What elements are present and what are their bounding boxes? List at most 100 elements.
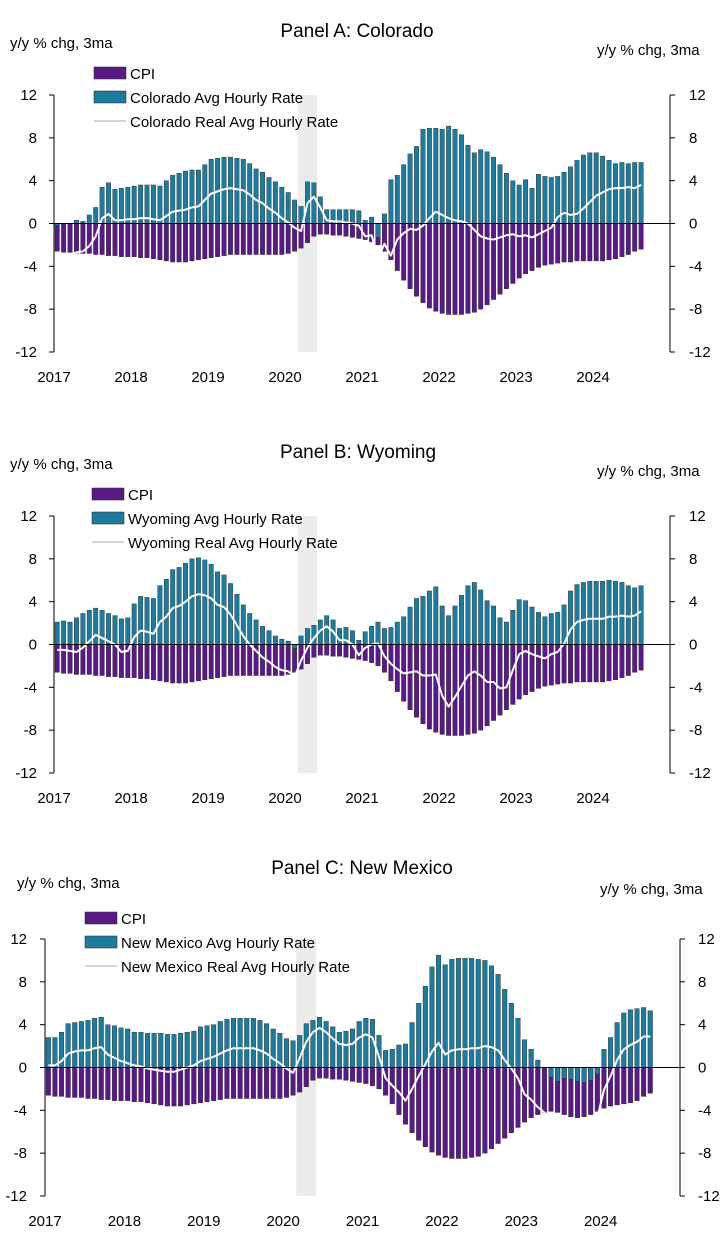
x-tick-label: 2020 [266, 1213, 299, 1230]
cpi-bar [234, 644, 240, 676]
avg-hourly-rate-bar [305, 628, 310, 645]
avg-hourly-rate-bar [189, 169, 195, 224]
avg-hourly-rate-bar [264, 1023, 270, 1068]
avg-hourly-rate-bar [625, 585, 631, 645]
cpi-bar [407, 644, 413, 710]
cpi-bar [442, 1067, 448, 1158]
cpi-bar [536, 223, 541, 268]
avg-hourly-rate-bar [202, 164, 208, 224]
avg-hourly-rate-bar [176, 172, 182, 224]
cpi-bar [433, 223, 439, 312]
cpi-bar [145, 1067, 151, 1104]
cpi-bar [106, 644, 111, 677]
avg-hourly-rate-bar [478, 589, 484, 645]
cpi-bar [439, 223, 445, 314]
cpi-bar [272, 644, 278, 676]
avg-hourly-rate-bar [401, 616, 407, 645]
legend-swatch-avg-hourly-rate [84, 935, 118, 949]
cpi-bar [158, 1067, 164, 1106]
x-tick-label: 2024 [584, 1213, 617, 1230]
legend-label-cpi: CPI [130, 66, 155, 83]
left-tick-label: -8 [24, 301, 37, 318]
avg-hourly-rate-bar [270, 1028, 276, 1068]
avg-hourly-rate-bar [606, 160, 612, 224]
right-axis-unit-label: y/y % chg, 3ma [597, 42, 700, 59]
avg-hourly-rate-bar [606, 580, 612, 645]
avg-hourly-rate-bar [401, 164, 407, 224]
avg-hourly-rate-bar [131, 1031, 137, 1068]
avg-hourly-rate-bar [568, 1067, 574, 1080]
cpi-bar [144, 644, 150, 679]
cpi-bar [237, 1067, 243, 1099]
cpi-bar [529, 223, 535, 271]
cpi-bar [369, 1067, 375, 1086]
cpi-bar [536, 644, 541, 689]
avg-hourly-rate-bar [311, 182, 317, 224]
avg-hourly-rate-bar [433, 586, 439, 645]
cpi-bar [343, 1067, 349, 1081]
avg-hourly-rate-bar [510, 610, 516, 645]
avg-hourly-rate-bar [593, 152, 599, 224]
avg-hourly-rate-bar [523, 179, 529, 224]
cpi-bar [163, 644, 169, 683]
cpi-bar [555, 223, 561, 264]
cpi-bar [502, 1067, 508, 1139]
avg-hourly-rate-bar [581, 1067, 587, 1083]
cpi-bar [197, 1067, 203, 1104]
avg-hourly-rate-bar [528, 1049, 534, 1068]
avg-hourly-rate-bar [45, 1037, 51, 1068]
cpi-bar [488, 1067, 494, 1150]
legend-label-avg-hourly-rate: New Mexico Avg Hourly Rate [121, 935, 315, 952]
avg-hourly-rate-bar [465, 585, 471, 645]
avg-hourly-rate-bar [105, 1024, 111, 1068]
panel-title: Panel C: New Mexico [271, 858, 453, 879]
avg-hourly-rate-bar [202, 559, 208, 645]
avg-hourly-rate-bar [634, 1008, 640, 1068]
cpi-bar [542, 644, 548, 687]
left-tick-label: -12 [5, 1188, 27, 1205]
cpi-bar [503, 223, 509, 289]
legend-swatch-avg-hourly-rate [93, 90, 127, 104]
avg-hourly-rate-bar [446, 615, 452, 645]
cpi-bar [619, 223, 625, 257]
avg-hourly-rate-bar [131, 185, 137, 224]
avg-hourly-rate-bar [548, 177, 554, 224]
right-tick-label: -4 [698, 1102, 711, 1119]
cpi-bar [420, 644, 426, 724]
avg-hourly-rate-bar [580, 154, 586, 224]
cpi-bar [452, 644, 458, 736]
avg-hourly-rate-bar [508, 1003, 514, 1068]
right-tick-label: 4 [698, 1017, 706, 1034]
cpi-bar [491, 223, 496, 300]
cpi-bar [414, 223, 419, 297]
x-tick-label: 2021 [345, 790, 378, 807]
avg-hourly-rate-bar [350, 1028, 356, 1068]
cpi-bar [484, 644, 490, 727]
avg-hourly-rate-bar [632, 162, 638, 224]
cpi-bar [279, 223, 285, 255]
avg-hourly-rate-bar [574, 1067, 580, 1082]
avg-hourly-rate-bar [250, 1018, 256, 1068]
left-tick-label: 0 [29, 637, 37, 654]
avg-hourly-rate-bar [125, 186, 131, 224]
cpi-bar [208, 644, 214, 679]
avg-hourly-rate-bar [394, 621, 400, 645]
avg-hourly-rate-bar [396, 1044, 402, 1068]
avg-hourly-rate-bar [613, 581, 618, 645]
avg-hourly-rate-bar [619, 162, 625, 224]
avg-hourly-rate-bar [363, 1018, 369, 1068]
avg-hourly-rate-bar [164, 1034, 170, 1068]
cpi-bar [541, 1067, 547, 1113]
avg-hourly-rate-bar [600, 155, 606, 224]
avg-hourly-rate-bar [638, 162, 644, 224]
avg-hourly-rate-bar [465, 145, 471, 224]
cpi-bar [253, 223, 259, 255]
avg-hourly-rate-bar [383, 1050, 389, 1068]
cpi-bar [138, 644, 144, 679]
avg-hourly-rate-bar [336, 1031, 342, 1068]
legend-swatch-cpi [91, 487, 125, 501]
left-tick-label: 12 [20, 508, 37, 525]
avg-hourly-rate-bar [183, 170, 188, 224]
avg-hourly-rate-bar [574, 584, 580, 645]
